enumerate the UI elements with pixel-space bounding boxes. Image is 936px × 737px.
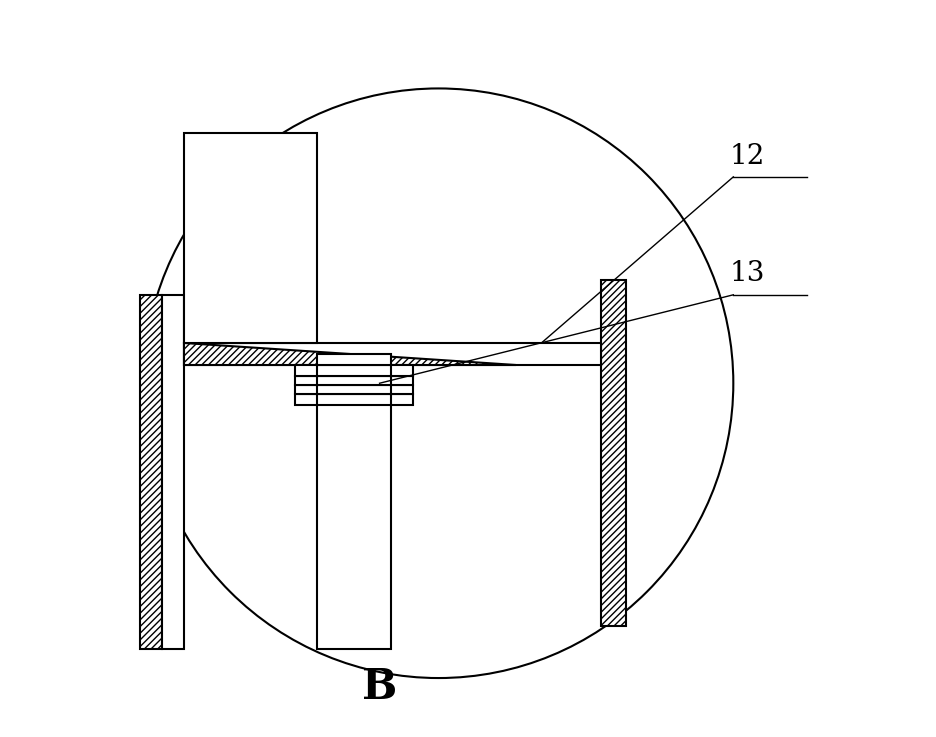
Bar — [601, 280, 626, 626]
Bar — [295, 394, 413, 405]
Bar — [295, 365, 413, 376]
Bar — [601, 280, 626, 626]
Bar — [295, 376, 413, 385]
Bar — [317, 354, 390, 365]
Bar — [317, 365, 390, 649]
Text: B: B — [362, 666, 397, 708]
Bar — [184, 343, 601, 365]
Polygon shape — [184, 343, 516, 365]
Bar — [162, 295, 184, 649]
Text: 12: 12 — [730, 142, 765, 170]
Bar — [140, 295, 162, 649]
Bar — [140, 295, 162, 649]
Text: 13: 13 — [730, 260, 765, 287]
Bar — [184, 133, 317, 343]
Bar — [295, 385, 413, 394]
